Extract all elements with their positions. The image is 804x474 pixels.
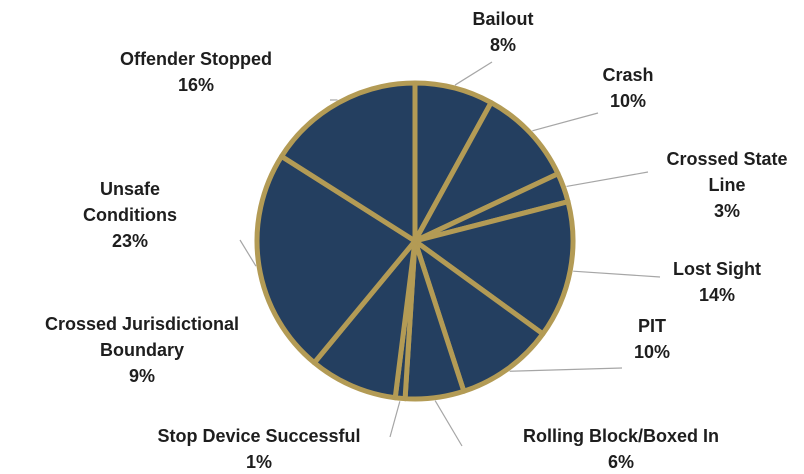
value-label: 14% (698, 285, 736, 305)
slice-label: Stop Device Successful 1% (129, 423, 389, 474)
slice-label: Crash 10% (568, 62, 688, 114)
value-label: 16% (177, 75, 215, 95)
category-name: Stop Device Successful (157, 426, 361, 446)
category-name: Crossed State Line (666, 149, 788, 195)
category-name: Offender Stopped (120, 49, 272, 69)
category-name: Crossed Jurisdictional Boundary (44, 314, 240, 360)
leader-line (389, 401, 401, 438)
value-label: 10% (633, 342, 671, 362)
value-label: 23% (111, 231, 149, 251)
leader-line (573, 270, 661, 278)
slice-label: Lost Sight 14% (642, 256, 792, 308)
slice-label: Crossed Jurisdictional Boundary 9% (2, 311, 282, 389)
category-name: Unsafe Conditions (83, 179, 177, 225)
category-name: Bailout (472, 9, 534, 29)
value-label: 1% (245, 452, 272, 472)
category-name: PIT (637, 316, 666, 336)
slice-label: Crossed State Line 3% (647, 146, 804, 224)
slice-label: PIT 10% (592, 313, 712, 365)
value-label: 3% (713, 201, 740, 221)
pie-slice (412, 238, 546, 394)
category-name: Lost Sight (673, 259, 761, 279)
slice-label: Rolling Block/Boxed In 6% (491, 423, 751, 474)
leader-line (434, 400, 463, 447)
value-label: 8% (489, 35, 516, 55)
pie-slice (279, 80, 418, 244)
category-name: Rolling Block/Boxed In (522, 426, 719, 446)
leader-line (239, 239, 257, 267)
slice-label: Offender Stopped 16% (81, 46, 311, 98)
slice-label: Bailout 8% (443, 6, 563, 58)
leader-line (532, 112, 599, 132)
pie-slice (412, 199, 576, 337)
slice-label: Unsafe Conditions 23% (70, 176, 190, 254)
pie-slice (412, 100, 561, 244)
pie-slice (254, 153, 418, 366)
leader-line (566, 171, 649, 188)
value-label: 10% (609, 91, 647, 111)
leader-line (509, 367, 623, 372)
value-label: 6% (607, 452, 634, 472)
value-label: 9% (128, 366, 155, 386)
category-name: Crash (602, 65, 654, 85)
leader-line (454, 61, 493, 86)
